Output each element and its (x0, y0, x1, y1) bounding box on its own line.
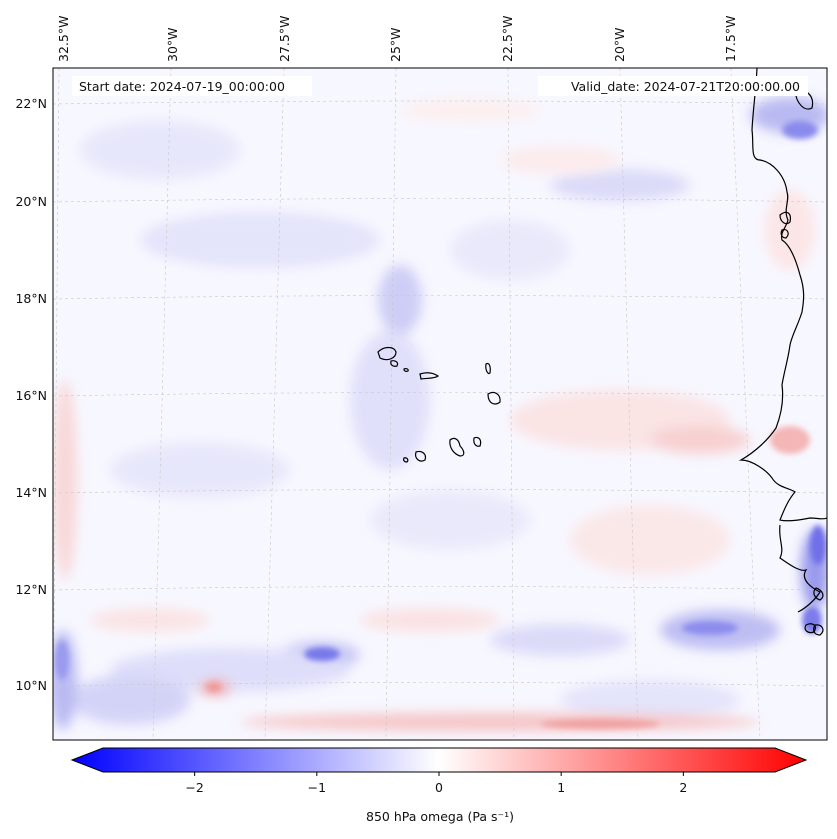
omega-spot (782, 121, 818, 139)
annotation-background (538, 76, 808, 96)
omega-blob (110, 648, 350, 692)
parallel-line (53, 198, 827, 203)
omega-blob (650, 426, 750, 454)
omega-spot (55, 640, 69, 680)
omega-spot (810, 525, 826, 565)
coastlines (377, 68, 827, 636)
omega-spot (770, 426, 810, 454)
colorbar-tick-label: −2 (185, 780, 203, 795)
island-santiago (449, 437, 465, 457)
lon-label: 30°W (165, 27, 180, 62)
lon-label: 20°W (612, 27, 627, 62)
omega-blob (80, 120, 240, 180)
start-date-text: Start date: 2024-07-19_00:00:00 (79, 79, 285, 94)
lon-label: 17.5°W (723, 16, 738, 62)
omega-blob (70, 675, 190, 725)
omega-spot (802, 606, 822, 634)
lon-label: 22.5°W (500, 16, 515, 62)
lat-label: 14°N (15, 485, 47, 500)
island-maio (473, 436, 482, 447)
omega-blob (490, 624, 630, 656)
gridlines (53, 68, 827, 740)
latitude-labels: 22°N 20°N 18°N 16°N 14°N 12°N 10°N (15, 96, 47, 693)
omega-blob (450, 220, 570, 280)
omega-spot (206, 682, 222, 692)
island-outline (780, 229, 789, 239)
omega-spot (682, 621, 738, 635)
omega-blob (240, 713, 760, 731)
meridian-line (152, 68, 172, 740)
colorbar-bar (70, 747, 808, 773)
meridian-line (264, 68, 285, 740)
omega-field (53, 97, 827, 731)
lon-label: 25°W (388, 27, 403, 62)
meridian-line (619, 68, 639, 740)
lat-label: 10°N (15, 678, 47, 693)
omega-blob (560, 680, 740, 720)
africa-coastline (738, 68, 827, 522)
omega-blob (500, 146, 620, 174)
island-santa-luzia (403, 368, 409, 372)
meridian-line (730, 68, 761, 740)
lat-label: 16°N (15, 388, 47, 403)
omega-blob (140, 212, 380, 268)
colorbar-tick-label: 1 (557, 780, 565, 795)
omega-blob (90, 608, 210, 632)
start-date-annotation: Start date: 2024-07-19_00:00:00 (72, 76, 312, 96)
valid-date-text: Valid_date: 2024-07-21T20:00:00.00 (571, 79, 800, 94)
lat-label: 20°N (15, 194, 47, 209)
island-outline (813, 624, 824, 636)
colorbar-tick-label: 2 (679, 780, 687, 795)
parallel-line (53, 100, 827, 105)
omega-blob (765, 190, 815, 270)
island-outline (779, 211, 791, 225)
lat-label: 12°N (15, 582, 47, 597)
colorbar-label: 850 hPa omega (Pa s⁻¹) (366, 809, 514, 824)
meridian-line (385, 68, 397, 740)
valid-date-annotation: Valid_date: 2024-07-21T20:00:00.00 (538, 76, 808, 96)
parallel-line (53, 586, 827, 591)
lat-label: 18°N (15, 291, 47, 306)
lon-label: 32.5°W (56, 16, 71, 62)
island-boa-vista (487, 391, 501, 405)
omega-blob (550, 169, 690, 201)
omega-blob (570, 505, 730, 575)
annotation-background (72, 76, 312, 96)
island-fogo (415, 450, 427, 462)
meridian-line (53, 68, 60, 740)
map-panel: Start date: 2024-07-19_00:00:00 Valid_da… (52, 67, 828, 741)
meridian-line (507, 68, 515, 740)
colorbar-tick-label: 0 (435, 780, 443, 795)
omega-spot (304, 647, 340, 661)
island-brava (403, 457, 409, 463)
island-sao-vicente (390, 360, 399, 367)
lon-label: 27.5°W (277, 16, 292, 62)
africa-coastline (779, 524, 821, 613)
colorbar: −2 −1 0 1 2 850 hPa omega (Pa s⁻¹) (70, 747, 808, 824)
lat-label: 22°N (15, 96, 47, 111)
longitude-labels: 32.5°W 30°W 27.5°W 25°W 22.5°W 20°W 17.5… (56, 16, 738, 62)
island-santo-antao (377, 346, 397, 361)
parallel-line (53, 295, 827, 300)
omega-blob (350, 330, 430, 470)
omega-blob (370, 490, 530, 550)
parallel-line (53, 489, 827, 494)
island-sal (485, 362, 491, 375)
parallel-line (53, 392, 827, 397)
omega-blob (110, 442, 290, 498)
omega-blob (378, 265, 422, 335)
colorbar-ticks: −2 −1 0 1 2 (185, 772, 687, 795)
omega-spot (540, 719, 660, 729)
map-frame (52, 67, 828, 741)
parallel-line (53, 682, 827, 687)
omega-blob (53, 380, 77, 580)
colorbar-tick-label: −1 (308, 780, 326, 795)
island-sao-nicolau (419, 372, 440, 380)
omega-blob (400, 98, 540, 122)
omega-blob (360, 608, 500, 632)
island-outline (813, 587, 824, 601)
